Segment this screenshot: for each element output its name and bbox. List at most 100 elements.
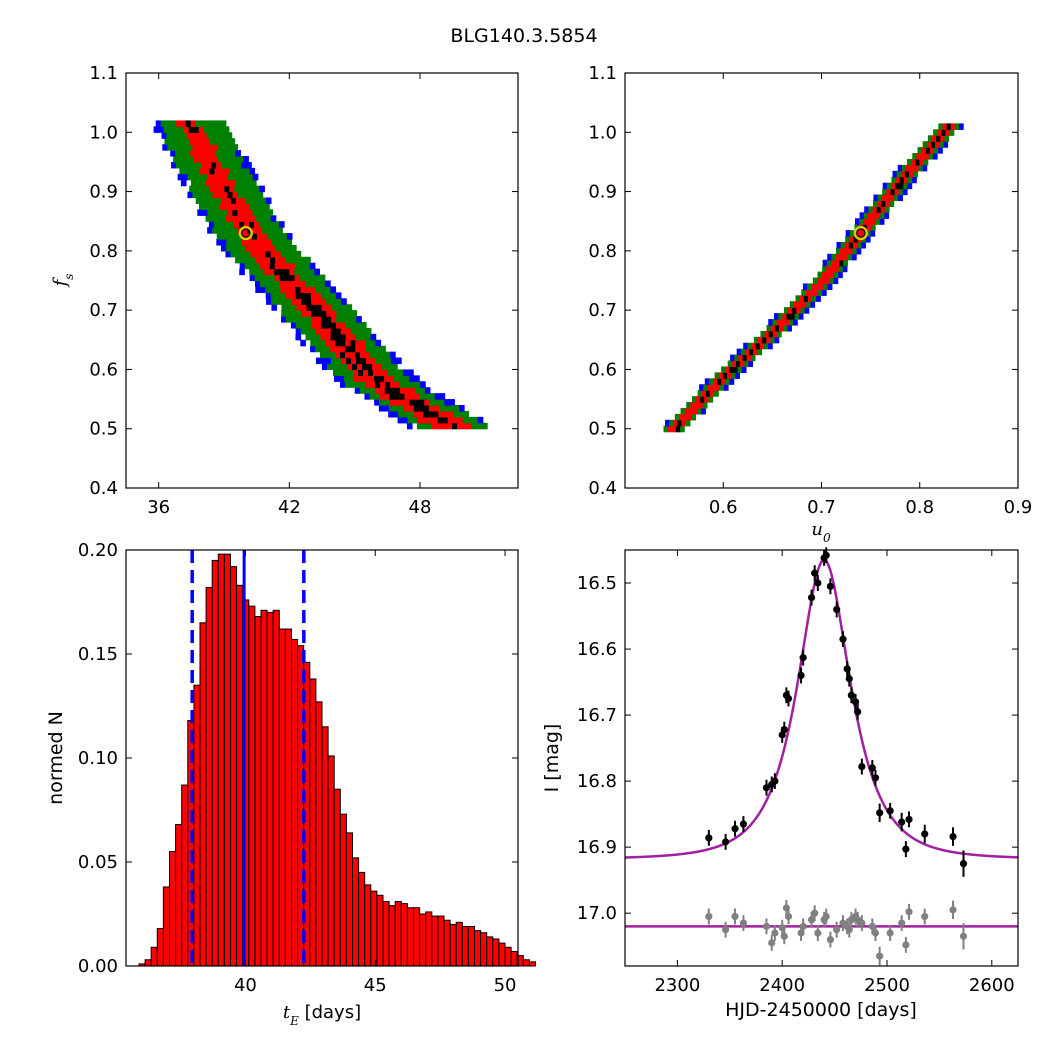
heatmap-cell <box>235 197 242 205</box>
heatmap-cell <box>429 399 435 406</box>
heatmap-cell <box>217 227 223 234</box>
heatmap-cell <box>419 399 425 406</box>
heatmap-cell <box>315 333 322 341</box>
heatmap-cell <box>229 138 236 145</box>
heatmap-cell <box>209 138 216 145</box>
heatmap-cell <box>247 191 254 199</box>
heatmap-cell <box>443 405 450 412</box>
heatmap-cell <box>265 292 272 299</box>
heatmap-cell <box>790 313 796 320</box>
histogram-bar <box>492 938 500 967</box>
heatmap-cell <box>197 173 204 181</box>
heatmap-cell <box>389 399 395 406</box>
heatmap-cell <box>207 191 214 199</box>
histogram-bar <box>376 894 384 967</box>
heatmap-cell <box>365 351 371 359</box>
data-point <box>780 932 788 940</box>
heatmap-cell <box>281 316 287 323</box>
heatmap-cell <box>207 227 213 234</box>
heatmap-cell <box>398 369 404 376</box>
heatmap-cell <box>315 286 322 293</box>
heatmap-cell <box>249 262 256 270</box>
heatmap-cell <box>199 167 205 175</box>
heatmap-cell <box>225 179 232 187</box>
heatmap-cell <box>330 333 337 341</box>
data-point <box>784 912 793 921</box>
heatmap-cell <box>254 203 260 210</box>
heatmap-cell <box>438 410 444 418</box>
heatmap-cell <box>319 351 326 359</box>
heatmap-cell <box>290 292 297 299</box>
y-axis-label: fs <box>50 274 76 289</box>
heatmap-cell <box>380 345 386 353</box>
heatmap-cell <box>281 304 288 311</box>
heatmap-cell <box>764 330 770 338</box>
heatmap-cell <box>176 161 182 169</box>
heatmap-cell <box>217 209 223 216</box>
data-point <box>898 919 906 927</box>
x-tick-label: 2300 <box>654 975 700 996</box>
heatmap-cell <box>772 330 778 338</box>
heatmap-cell <box>899 176 905 184</box>
heatmap-cell <box>369 387 376 394</box>
heatmap-cell <box>320 339 326 347</box>
heatmap-cell <box>675 425 681 433</box>
heatmap-cell <box>205 120 212 127</box>
x-tick-label: 0.7 <box>807 497 836 518</box>
heatmap-cell <box>903 176 909 184</box>
heatmap-cell <box>219 185 225 193</box>
heatmap-cell <box>375 345 381 353</box>
heatmap-cell <box>922 141 928 148</box>
heatmap-cell <box>209 167 216 175</box>
heatmap-cell <box>949 129 955 136</box>
heatmap-cell <box>265 244 272 252</box>
heatmap-cell <box>900 170 906 178</box>
heatmap-cell <box>255 197 262 205</box>
heatmap-cell <box>375 339 382 347</box>
heatmap-cell <box>260 244 267 252</box>
heatmap-cell <box>270 256 276 264</box>
heatmap-cell <box>240 197 247 205</box>
data-point <box>858 919 866 927</box>
heatmap-cell <box>373 369 379 376</box>
heatmap-cell <box>269 274 276 282</box>
heatmap-cell <box>285 256 291 264</box>
heatmap-cell <box>880 212 885 219</box>
heatmap-cell <box>864 206 869 213</box>
heatmap-cell <box>759 342 765 350</box>
heatmap-cell <box>394 375 400 382</box>
heatmap-cell <box>796 307 802 314</box>
heatmap-cell <box>290 250 297 258</box>
heatmap-cell <box>398 410 404 418</box>
heatmap-cell <box>260 256 266 264</box>
data-point <box>902 941 910 949</box>
heatmap-cell <box>780 319 786 326</box>
heatmap-cell <box>804 307 810 314</box>
heatmap-cell <box>200 179 207 187</box>
heatmap-cell <box>259 262 266 270</box>
heatmap-cell <box>167 144 173 151</box>
heatmap-cell <box>204 138 211 145</box>
heatmap-cell <box>705 390 711 397</box>
heatmap-cell <box>826 259 832 267</box>
heatmap-cell <box>281 310 287 317</box>
heatmap-cell <box>913 170 918 178</box>
heatmap-cell <box>735 360 741 368</box>
heatmap-cell <box>685 419 691 427</box>
y-tick-label: 16.9 <box>577 837 617 858</box>
heatmap-cell <box>341 310 347 317</box>
heatmap-cell <box>276 244 282 252</box>
heatmap-cell <box>429 393 436 400</box>
heatmap-cell <box>171 161 177 169</box>
heatmap-cell <box>310 286 317 293</box>
heatmap-cell <box>241 179 247 187</box>
heatmap-cell <box>933 129 938 136</box>
heatmap-cell <box>815 283 821 290</box>
heatmap-cell <box>812 295 817 302</box>
heatmap-cell <box>271 233 278 240</box>
heatmap-cell <box>413 410 419 418</box>
heatmap-cell <box>447 416 454 424</box>
heatmap-cell <box>259 274 266 282</box>
heatmap-cell <box>895 176 901 184</box>
data-series-photometry <box>705 547 968 877</box>
